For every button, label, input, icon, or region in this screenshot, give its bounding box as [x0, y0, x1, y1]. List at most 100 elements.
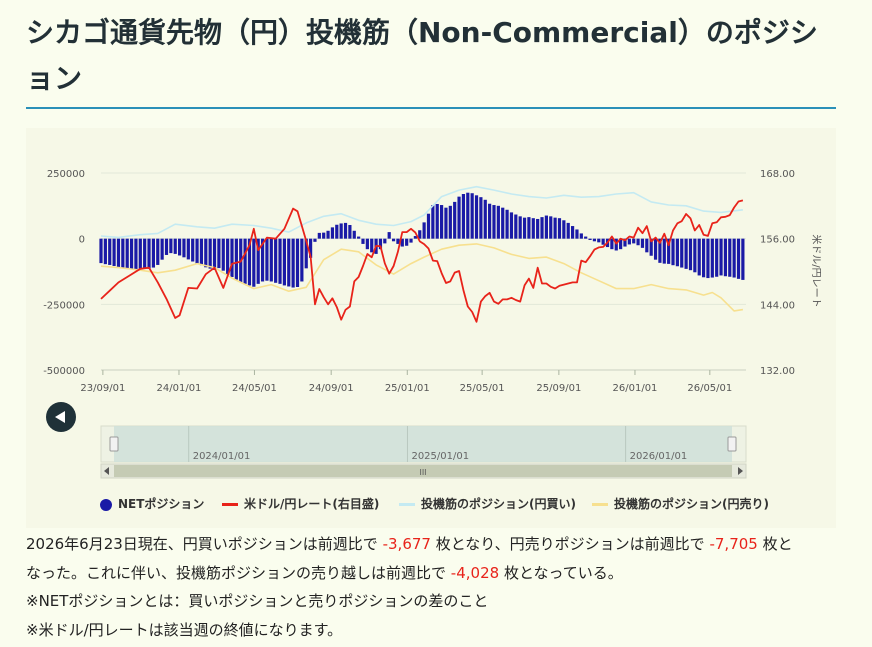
net-bar: [177, 238, 182, 256]
net-bar: [649, 238, 653, 256]
net-bar: [588, 238, 592, 240]
net-bar: [461, 194, 466, 239]
desc-line-2: なった。これに伴い、投機筋ポジションの売り越しは前週比で -4,028 枚となっ…: [26, 559, 841, 588]
net-bar: [339, 223, 343, 239]
navigator-date-label: 2025/01/01: [411, 451, 469, 462]
x-tick-label: 25/01/01: [385, 383, 430, 394]
x-tick-label: 25/09/01: [536, 383, 581, 394]
usdjpy-rate-line: [100, 199, 744, 323]
net-bar: [667, 238, 671, 264]
net-bar: [160, 238, 164, 260]
net-bar: [164, 238, 169, 255]
net-bar: [418, 230, 422, 239]
net-bar: [378, 238, 383, 250]
net-bar: [448, 205, 452, 239]
navigator-date-label: 2026/01/01: [630, 451, 688, 462]
scrollbar-thumb[interactable]: [114, 465, 732, 477]
legend-item-short[interactable]: 投機筋のポジション(円売り): [592, 495, 769, 512]
net-bar: [212, 238, 217, 270]
net-bar: [439, 205, 444, 239]
net-bar: [562, 220, 566, 239]
net-bar: [357, 236, 361, 239]
legend-net-label: NETポジション: [118, 497, 205, 511]
right-tick-label: 156.00: [760, 235, 795, 246]
net-bar: [295, 238, 300, 287]
net-bar: [252, 238, 256, 287]
net-bar: [431, 205, 435, 239]
net-bar: [706, 238, 710, 279]
legend-item-net[interactable]: NETポジション: [100, 495, 204, 512]
legend-short-symbol: [592, 503, 608, 506]
net-position-note: ※NETポジションとは：買いポジションと売りポジションの差のこと: [26, 592, 489, 610]
legend-usdjpy-symbol: [222, 503, 238, 506]
net-bar: [741, 238, 745, 280]
net-bar: [470, 193, 474, 239]
legend-usdjpy-label: 米ドル/円レート(右目盛): [244, 497, 380, 511]
net-bar: [544, 215, 548, 239]
net-bar: [129, 238, 134, 269]
net-bar: [400, 238, 404, 247]
net-bar: [308, 238, 313, 258]
net-bar: [274, 238, 278, 283]
net-bar: [728, 238, 732, 277]
legend-item-usdjpy[interactable]: 米ドル/円レート(右目盛): [222, 495, 379, 512]
page-title: シカゴ通貨先物（円）投機筋（Non-Commercial）のポジション: [26, 16, 818, 95]
net-bar: [527, 217, 531, 239]
right-tick-label: 132.00: [760, 366, 795, 377]
net-bar: [479, 197, 483, 239]
net-bar: [632, 238, 636, 244]
net-bar: [151, 238, 155, 268]
net-bar: [208, 238, 212, 269]
net-bar: [444, 207, 448, 239]
net-bar: [610, 238, 614, 250]
legend-item-long[interactable]: 投機筋のポジション(円買い): [399, 495, 576, 512]
net-bar: [553, 217, 557, 239]
right-axis-label: 米ドル/円レート: [810, 234, 823, 307]
net-bar: [121, 238, 125, 268]
scroll-left-arrow[interactable]: [104, 467, 109, 475]
net-bar: [396, 238, 400, 244]
chart-back-button[interactable]: [46, 402, 76, 432]
net-bar: [260, 238, 265, 282]
net-bar: [186, 238, 190, 260]
navigator-handle-left[interactable]: [109, 436, 119, 452]
usdjpy-rate-note: ※米ドル/円レートは該当週の終値になります。: [26, 620, 343, 639]
net-bar: [732, 238, 736, 278]
net-bar: [514, 214, 518, 239]
net-bar: [422, 222, 426, 239]
net-bar: [365, 238, 369, 250]
legend-long-label: 投機筋のポジション(円買い): [421, 497, 576, 511]
net-bar: [247, 238, 252, 286]
net-bar: [488, 203, 492, 239]
net-bar: [352, 230, 356, 239]
net-bar: [531, 218, 535, 239]
net-bar: [99, 238, 103, 264]
net-bar: [501, 207, 505, 239]
desc-text: 枚と: [762, 535, 793, 553]
net-bar: [282, 238, 286, 286]
net-bar: [575, 229, 579, 239]
net-bar: [688, 238, 693, 271]
net-bar: [697, 238, 701, 276]
net-bar: [579, 233, 583, 239]
net-bar: [413, 236, 417, 239]
net-bar: [256, 238, 260, 284]
position-chart[interactable]: 250000 0 -250000 -500000 168.00 156.00 144.00 1…: [26, 128, 836, 528]
net-bar: [125, 238, 129, 269]
net-bar: [645, 238, 649, 253]
net-bar: [243, 238, 247, 284]
desc-text: 2026年6月23日現在、円買いポジションは前週比で: [26, 535, 378, 553]
net-bar: [147, 238, 151, 269]
scroll-right-arrow[interactable]: [738, 467, 743, 475]
net-bar: [719, 238, 723, 276]
net-bar: [204, 238, 208, 268]
net-bar: [662, 238, 666, 264]
net-bar: [453, 201, 457, 239]
net-bar: [269, 238, 273, 282]
net-bar: [680, 238, 684, 268]
net-bar: [343, 222, 348, 239]
navigator-handle-right[interactable]: [727, 436, 737, 452]
net-bar: [226, 238, 230, 275]
net-bar: [636, 238, 640, 246]
